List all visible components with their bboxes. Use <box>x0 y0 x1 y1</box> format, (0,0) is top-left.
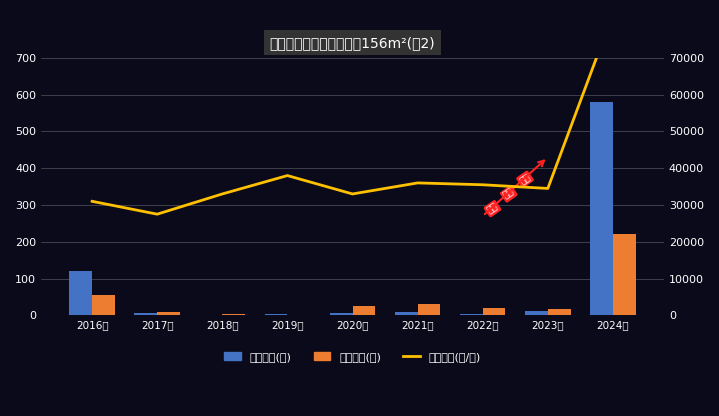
Bar <box>352 306 375 315</box>
Text: 倒挂: 倒挂 <box>502 187 516 201</box>
Bar <box>222 314 245 315</box>
Bar <box>199 314 222 315</box>
成交均价(元/㎡) <box>218 191 226 196</box>
Text: 价格: 价格 <box>485 202 500 215</box>
成交均价(元/㎡) <box>153 212 162 217</box>
Bar <box>288 314 310 315</box>
Bar <box>157 312 180 315</box>
成交均价(元/㎡) <box>88 199 96 204</box>
Bar <box>525 311 548 315</box>
成交均价(元/㎡) <box>348 191 357 196</box>
Bar <box>265 314 288 315</box>
Bar <box>395 312 418 315</box>
Bar <box>613 234 636 315</box>
Bar <box>548 309 571 315</box>
Bar <box>330 313 352 315</box>
Bar <box>69 271 92 315</box>
Text: 区域: 区域 <box>518 173 532 186</box>
Line: 成交均价(元/㎡): 成交均价(元/㎡) <box>92 14 613 214</box>
Bar <box>134 313 157 315</box>
Bar <box>92 295 115 315</box>
Bar <box>482 308 505 315</box>
成交均价(元/㎡) <box>544 186 552 191</box>
Legend: 成交套数(套), 新增套数(套), 成交均价(元/㎡): 成交套数(套), 新增套数(套), 成交均价(元/㎡) <box>219 347 485 366</box>
成交均价(元/㎡) <box>608 11 617 16</box>
Title: 省府东智慧住宅户型起步156m²(图2): 省府东智慧住宅户型起步156m²(图2) <box>270 36 435 50</box>
成交均价(元/㎡) <box>413 181 422 186</box>
成交均价(元/㎡) <box>283 173 292 178</box>
Bar <box>460 314 482 315</box>
成交均价(元/㎡) <box>478 182 487 187</box>
Bar <box>418 304 441 315</box>
Bar <box>590 102 613 315</box>
